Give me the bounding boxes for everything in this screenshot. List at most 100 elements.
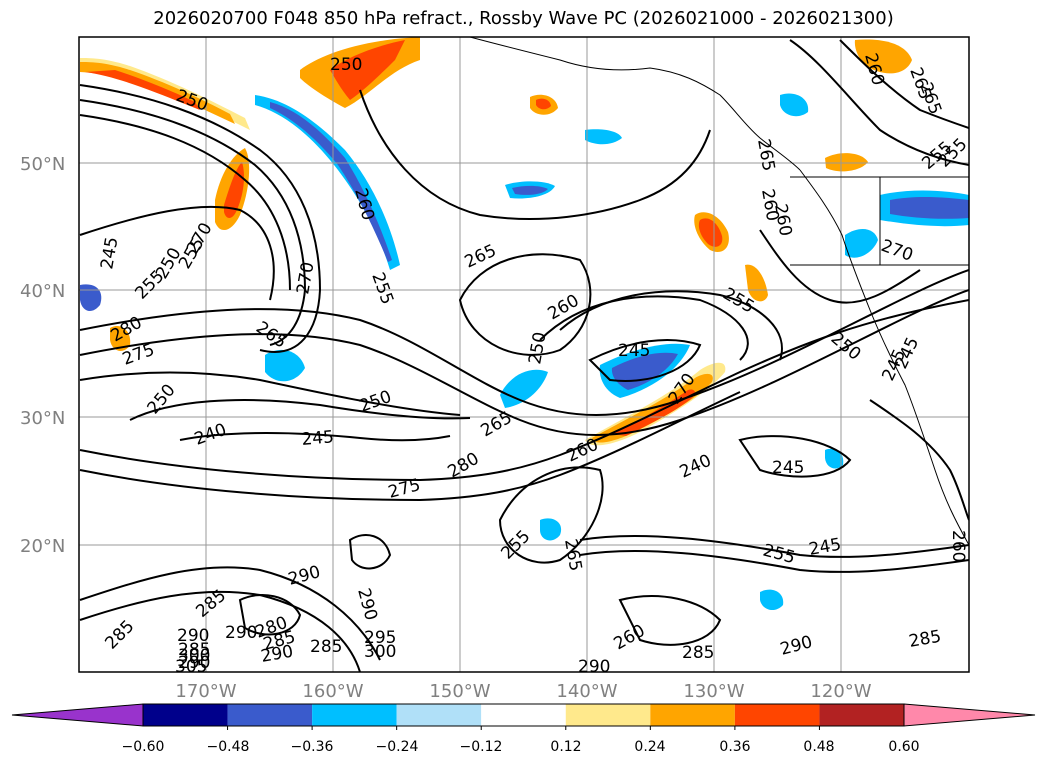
- lon-label: 150°W: [429, 681, 490, 702]
- shade-positive: [825, 153, 868, 172]
- shade-negative: [845, 228, 878, 258]
- graticule: [79, 37, 969, 672]
- contour-label: 285: [682, 643, 714, 663]
- colorbar-segment: [819, 704, 904, 726]
- contour-label: 290: [578, 657, 610, 677]
- lon-label: 120°W: [810, 681, 871, 702]
- coastlines: [469, 37, 969, 546]
- shade-negative: [585, 129, 622, 145]
- lat-label: 40°N: [20, 281, 65, 302]
- shade-negative: [760, 589, 784, 611]
- contour-line: [79, 371, 461, 416]
- contour-line: [559, 290, 783, 361]
- shade-negative: [825, 448, 844, 469]
- colorbar-segment: [481, 704, 566, 726]
- colorbar-tick-label: −0.48: [207, 739, 250, 755]
- contour-line: [79, 114, 291, 291]
- colorbar-tick-label: −0.24: [376, 739, 419, 755]
- contour-line: [618, 595, 722, 646]
- shade-positive: [536, 98, 551, 110]
- shade-negative: [80, 284, 102, 312]
- colorbar-segment: [227, 704, 313, 726]
- shade-positive: [110, 325, 131, 352]
- lon-label: 130°W: [683, 681, 744, 702]
- lat-label: 20°N: [20, 536, 65, 557]
- colorbar-tick-label: −0.36: [291, 739, 334, 755]
- contour-line: [79, 269, 969, 416]
- colorbar-tick-label: 0.36: [719, 739, 750, 755]
- contour-line: [869, 399, 969, 521]
- map-content: [79, 37, 969, 672]
- contour-line: [579, 534, 969, 558]
- shade-negative: [500, 369, 548, 408]
- contour-line: [79, 391, 741, 502]
- colorbar-tick-label: 0.60: [888, 739, 919, 755]
- colorbar-segment: [734, 704, 820, 726]
- plot-title: 2026020700 F048 850 hPa refract., Rossby…: [153, 8, 894, 29]
- shade-negative: [512, 185, 548, 195]
- contour-label: 285: [310, 637, 342, 657]
- colorbar-tick-label: 0.48: [803, 739, 834, 755]
- contour-line: [759, 229, 921, 304]
- contour-line: [359, 89, 711, 220]
- contour-line: [79, 205, 275, 301]
- contour-line: [539, 295, 749, 361]
- contour-line: [588, 339, 702, 382]
- contour-line: [79, 99, 307, 346]
- lat-label: 50°N: [20, 154, 65, 175]
- contour-line: [79, 566, 381, 661]
- contour-line: [579, 549, 969, 573]
- contour-label: 245: [618, 341, 650, 361]
- colorbar-tick-label: 0.12: [550, 739, 581, 755]
- colorbar-extend-max: [903, 703, 1036, 727]
- contour-label: 245: [772, 458, 804, 478]
- contour-line: [238, 594, 302, 636]
- contour-line: [79, 299, 969, 482]
- colorbar-tick-label: −0.60: [122, 739, 165, 755]
- contour-label: 245: [301, 427, 335, 450]
- colorbar-extend-min: [11, 703, 144, 727]
- map-border: [78, 36, 970, 673]
- colorbar-labels: −0.60 −0.48 −0.36 −0.24 −0.12 0.12 0.24 …: [122, 739, 920, 755]
- shade-negative: [540, 518, 562, 541]
- shade-negative: [890, 196, 969, 219]
- contour-line: [458, 253, 592, 356]
- contour-label: 260: [948, 530, 968, 562]
- contour-line: [498, 466, 604, 564]
- coastline-north-america: [799, 169, 969, 546]
- shade-negative: [780, 93, 809, 117]
- colorbar-segment: [565, 704, 651, 726]
- contour-line: [129, 399, 471, 421]
- contour-label: 300: [178, 646, 210, 666]
- contour-line: [789, 39, 969, 166]
- longitude-labels: 170°W 160°W 150°W 140°W 130°W 120°W: [175, 681, 871, 702]
- colorbar-tick-label: 0.24: [634, 739, 665, 755]
- contour-label: 290: [178, 653, 210, 673]
- lon-label: 160°W: [302, 681, 363, 702]
- colorbar-segment: [143, 704, 228, 726]
- shade-positive: [330, 40, 405, 100]
- colorbar-outline: [142, 703, 905, 727]
- contour-label: 305: [175, 657, 207, 677]
- contour-label: 285: [178, 640, 210, 660]
- contour-label: 290: [177, 626, 209, 646]
- coastline-alaska: [469, 37, 801, 171]
- colorbar-segment: [650, 704, 735, 726]
- contour-line: [79, 289, 969, 436]
- lon-label: 170°W: [175, 681, 236, 702]
- colorbar-segment: [396, 704, 482, 726]
- contour-line: [348, 534, 392, 570]
- contour-line: [839, 39, 969, 129]
- contour-lines: [79, 39, 969, 672]
- contour-label: 300: [364, 642, 396, 662]
- shade-positive: [698, 218, 723, 247]
- contour-line: [738, 435, 852, 478]
- contour-label: 290: [225, 623, 257, 643]
- contour-label: 250: [330, 55, 362, 75]
- shade-positive: [745, 264, 768, 302]
- shade-negative: [265, 349, 305, 382]
- contour-line: [79, 84, 322, 353]
- shade-positive: [854, 39, 912, 74]
- contour-label: 295: [364, 628, 396, 648]
